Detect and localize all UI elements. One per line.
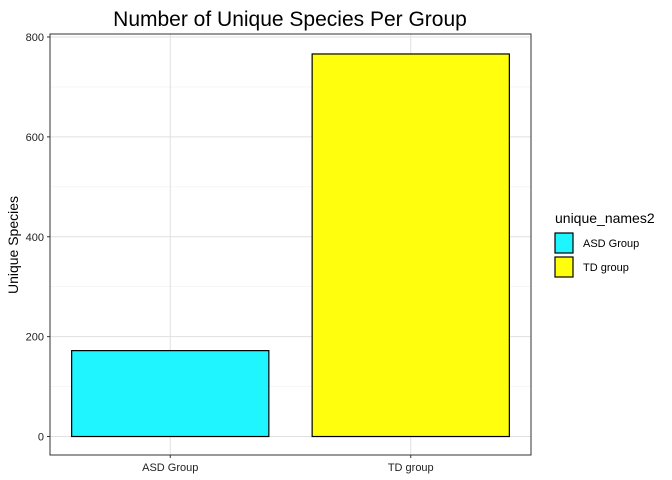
y-tick-label: 600 bbox=[26, 132, 44, 144]
legend-label: TD group bbox=[583, 262, 629, 274]
legend-key bbox=[554, 232, 574, 254]
x-axis: ASD Group TD group bbox=[142, 455, 434, 474]
legend-key bbox=[554, 256, 574, 278]
bar-asd-group bbox=[71, 350, 270, 438]
bar-td-group bbox=[311, 53, 510, 438]
x-tick-label: TD group bbox=[388, 462, 434, 474]
y-tick-label: 800 bbox=[26, 32, 44, 44]
plot-panel bbox=[49, 33, 532, 456]
y-tick-label: 400 bbox=[26, 232, 44, 244]
legend-label: ASD Group bbox=[583, 238, 639, 250]
y-axis-title: Unique Species bbox=[5, 196, 21, 294]
legend-items: ASD Group TD group bbox=[554, 232, 639, 278]
y-axis: 0 200 400 600 800 bbox=[26, 32, 50, 444]
y-tick-label: 200 bbox=[26, 332, 44, 344]
legend: unique_names2 ASD Group TD group bbox=[554, 210, 655, 278]
chart-title: Number of Unique Species Per Group bbox=[113, 8, 467, 31]
bars bbox=[71, 53, 510, 438]
panel-border bbox=[49, 33, 532, 456]
x-tick-label: ASD Group bbox=[142, 462, 198, 474]
y-tick-label: 0 bbox=[38, 432, 44, 444]
legend-title: unique_names2 bbox=[555, 210, 655, 226]
